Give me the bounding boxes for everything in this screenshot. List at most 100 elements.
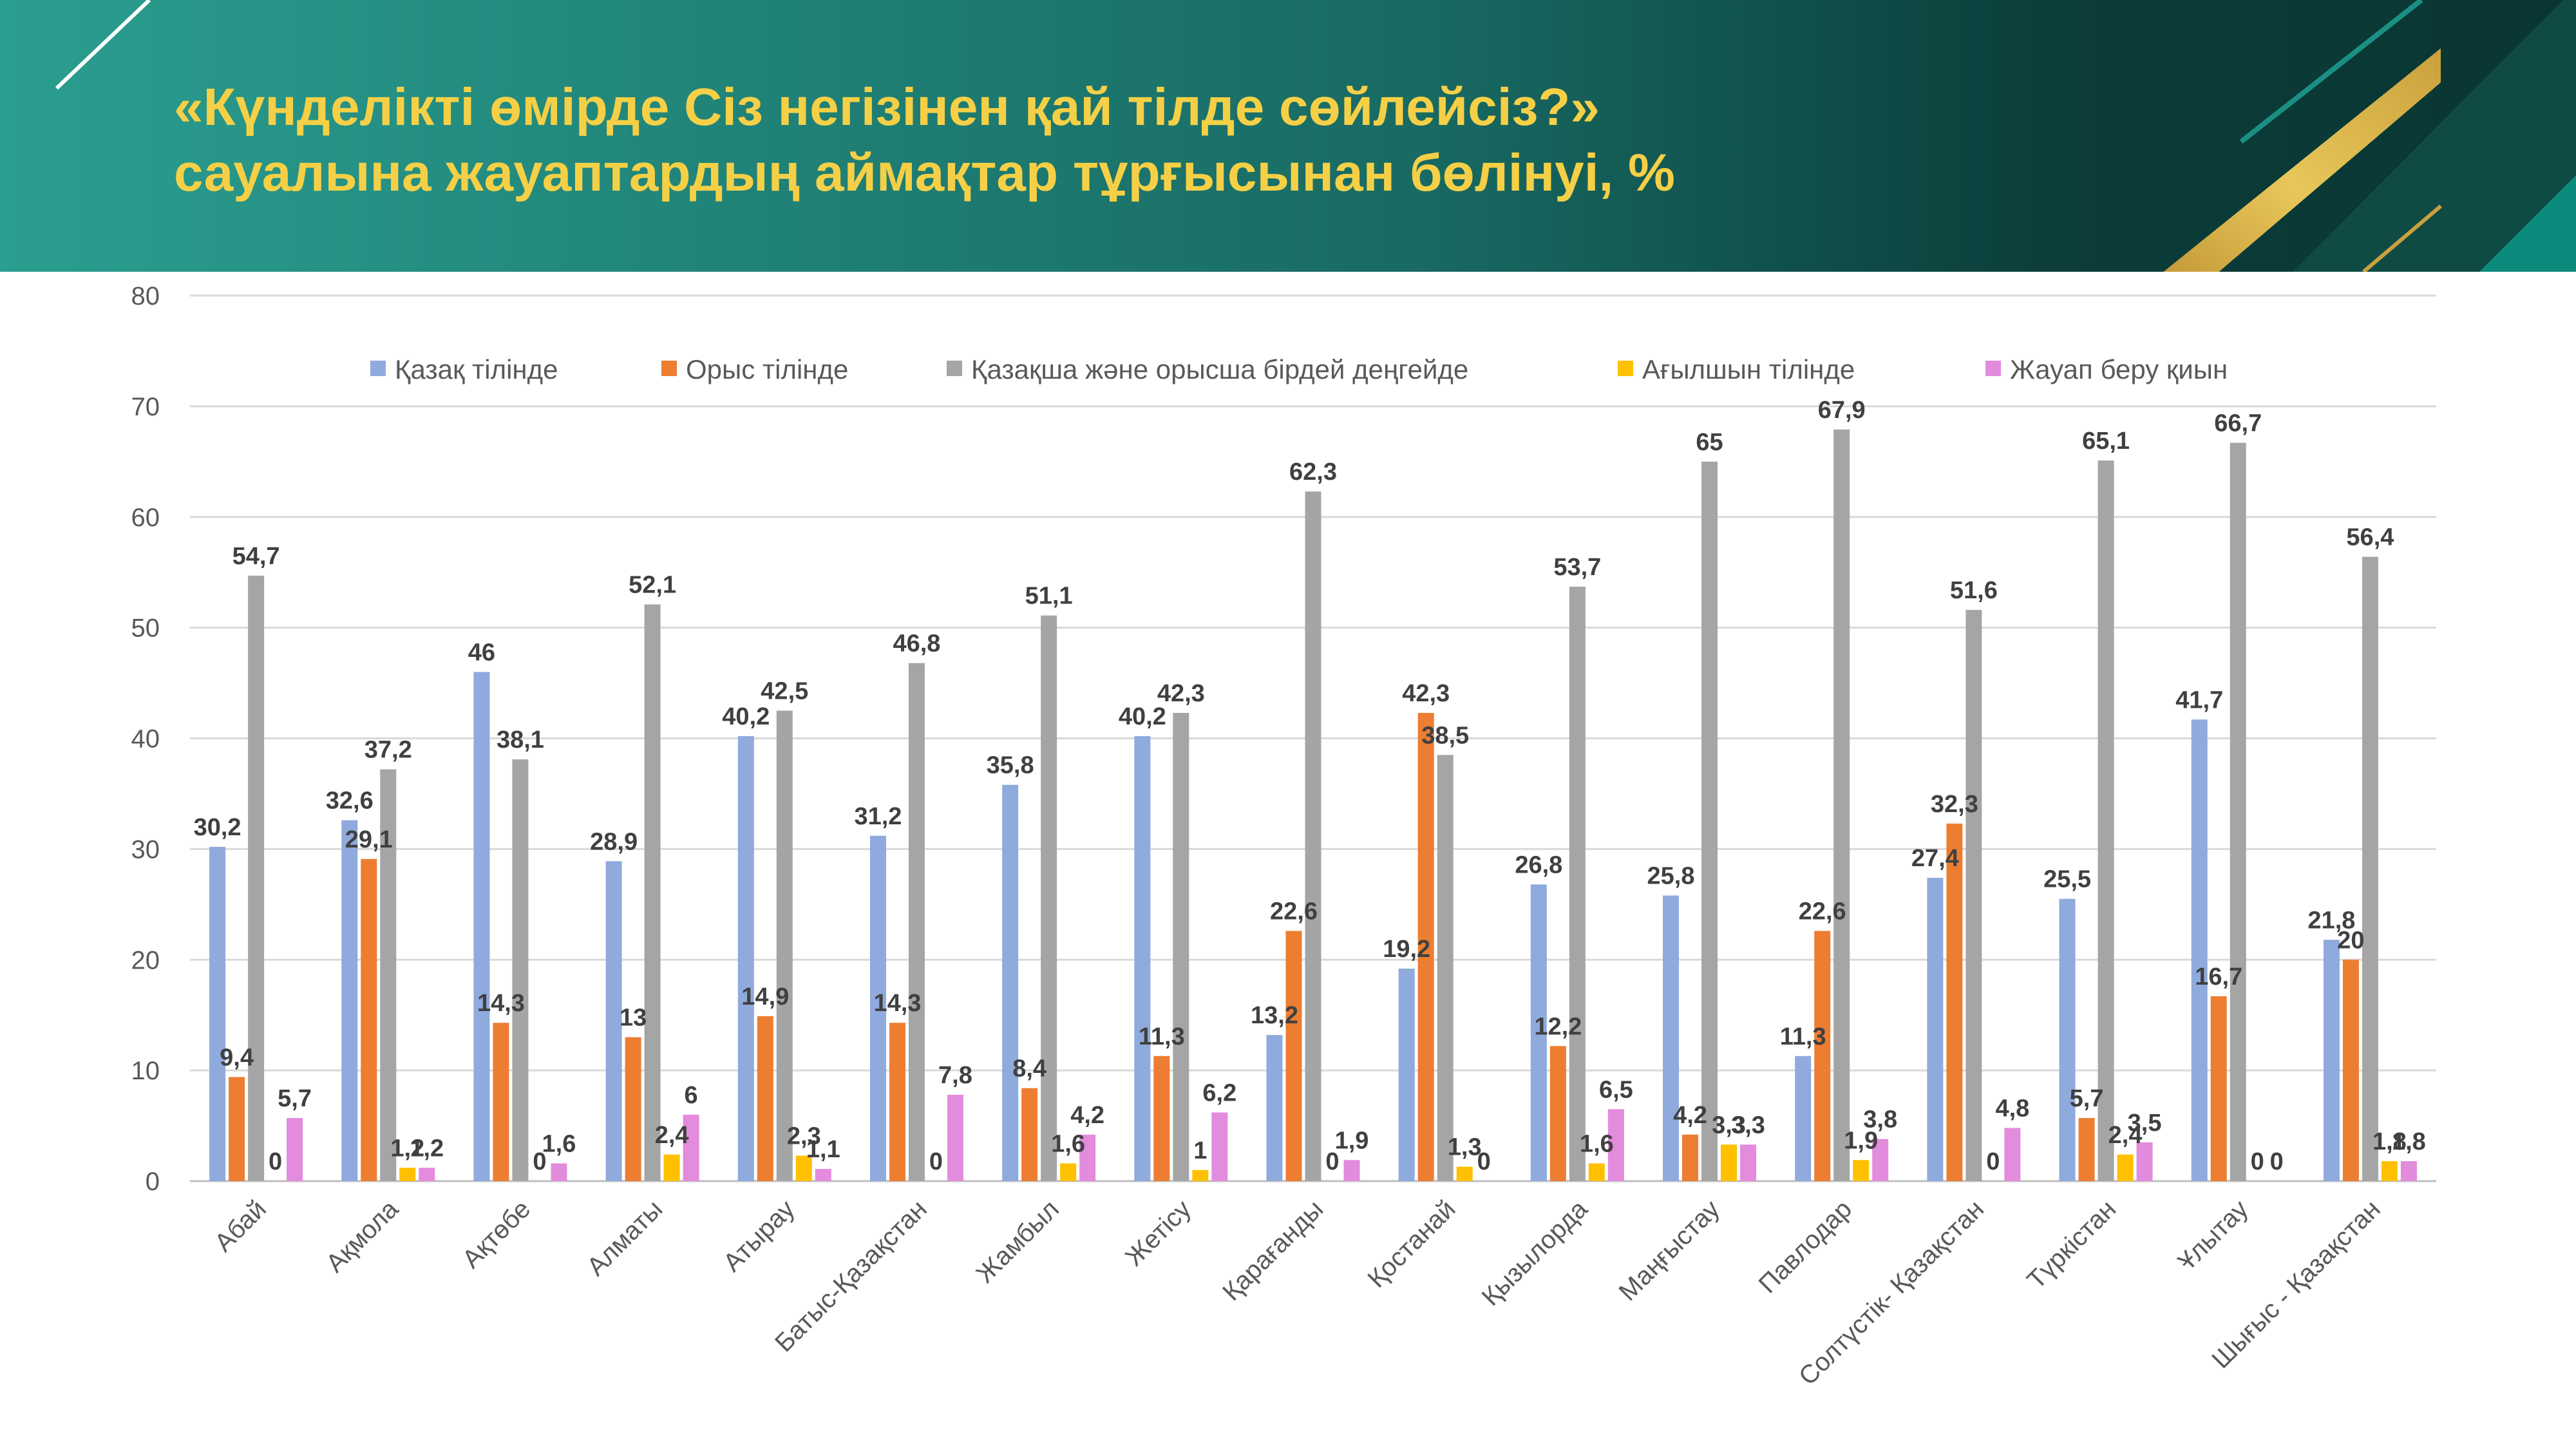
bar bbox=[1549, 1046, 1566, 1181]
data-label: 46,8 bbox=[893, 630, 940, 658]
bar bbox=[1305, 491, 1321, 1181]
data-label: 3,3 bbox=[1712, 1112, 1746, 1139]
data-label: 19,2 bbox=[1383, 936, 1430, 963]
data-label: 1 bbox=[1193, 1137, 1207, 1164]
bar bbox=[1060, 1163, 1077, 1181]
data-label: 7,8 bbox=[938, 1062, 972, 1089]
bar bbox=[1833, 429, 1850, 1181]
data-label: 22,6 bbox=[1270, 898, 1318, 925]
bar bbox=[644, 604, 661, 1181]
bar bbox=[795, 1155, 812, 1181]
bar bbox=[2230, 442, 2246, 1181]
data-label: 2,4 bbox=[2108, 1122, 2143, 1149]
slide-header: «Күнделікті өмірде Сіз негізінен қай тіл… bbox=[0, 0, 2576, 272]
data-label: 1,8 bbox=[2372, 1128, 2407, 1155]
data-label: 66,7 bbox=[2214, 410, 2262, 437]
bar bbox=[908, 663, 925, 1181]
x-tick-label: Түркістан bbox=[2022, 1195, 2121, 1294]
gold-line bbox=[2362, 204, 2442, 272]
data-label: 0 bbox=[929, 1148, 943, 1175]
bar bbox=[889, 1023, 905, 1181]
chart-bars bbox=[209, 429, 2417, 1181]
bar bbox=[512, 759, 529, 1181]
bar bbox=[551, 1163, 567, 1181]
bar bbox=[287, 1118, 303, 1181]
bar bbox=[1021, 1088, 1038, 1181]
x-tick-label: Ақмола bbox=[321, 1195, 404, 1278]
bar bbox=[399, 1168, 416, 1181]
chart-legend: Қазақ тілінде Орыс тілінде Қазақша және ор… bbox=[370, 354, 2228, 384]
data-label: 1,9 bbox=[1844, 1127, 1878, 1154]
teal-line bbox=[2239, 0, 2423, 144]
data-label: 4,8 bbox=[1995, 1095, 2029, 1122]
bar bbox=[2342, 960, 2359, 1181]
x-tick-label: Жамбыл bbox=[971, 1195, 1065, 1288]
data-label: 1,3 bbox=[1448, 1134, 1482, 1161]
bar bbox=[1927, 878, 1944, 1181]
y-tick-label: 50 bbox=[131, 614, 160, 643]
bar bbox=[248, 575, 265, 1181]
data-label: 62,3 bbox=[1289, 459, 1337, 486]
data-label: 29,1 bbox=[345, 826, 393, 853]
x-tick-label: Ақтөбе bbox=[457, 1195, 536, 1274]
data-label: 41,7 bbox=[2175, 687, 2223, 714]
y-tick-label: 70 bbox=[131, 393, 160, 421]
bar bbox=[757, 1016, 773, 1181]
data-label: 25,8 bbox=[1647, 863, 1695, 890]
data-label: 0 bbox=[1477, 1148, 1491, 1175]
data-label: 1,2 bbox=[390, 1135, 424, 1162]
bar bbox=[1398, 969, 1415, 1181]
bar bbox=[2210, 996, 2227, 1181]
data-label: 42,5 bbox=[761, 678, 808, 705]
bar bbox=[815, 1169, 831, 1181]
data-label: 14,3 bbox=[477, 990, 525, 1017]
bar bbox=[2078, 1118, 2095, 1181]
bar bbox=[1079, 1134, 1096, 1181]
legend-swatch bbox=[1618, 361, 1633, 376]
white-accent-line bbox=[55, 0, 151, 90]
data-label: 0 bbox=[1986, 1148, 2000, 1175]
data-label: 42,3 bbox=[1157, 680, 1205, 707]
bar bbox=[1134, 736, 1151, 1181]
data-label: 20 bbox=[2337, 927, 2364, 954]
bar bbox=[209, 846, 226, 1181]
data-label: 13 bbox=[620, 1005, 647, 1032]
data-label: 5,7 bbox=[2070, 1085, 2104, 1112]
bar bbox=[1437, 755, 1454, 1181]
legend-label: Қазақ тілінде bbox=[395, 354, 558, 384]
data-label: 8,4 bbox=[1012, 1056, 1046, 1083]
bar bbox=[625, 1037, 641, 1181]
data-label: 12,2 bbox=[1534, 1013, 1582, 1040]
x-tick-label: Павлодар bbox=[1754, 1195, 1857, 1298]
data-label: 52,1 bbox=[629, 572, 676, 599]
data-label: 1,1 bbox=[806, 1136, 840, 1163]
bar bbox=[1946, 823, 1963, 1181]
data-label: 0 bbox=[2251, 1148, 2264, 1175]
y-tick-label: 80 bbox=[131, 282, 160, 310]
bar bbox=[1417, 712, 1434, 1181]
data-label: 65 bbox=[1696, 429, 1723, 456]
bar bbox=[2323, 940, 2340, 1181]
data-label: 35,8 bbox=[987, 752, 1034, 779]
data-label: 16,7 bbox=[2195, 963, 2242, 990]
y-axis: 0 10 20 30 40 50 60 70 80 bbox=[131, 282, 160, 1196]
bar bbox=[341, 820, 358, 1181]
legend-swatch bbox=[661, 361, 677, 376]
data-label: 6,5 bbox=[1599, 1076, 1633, 1103]
bar bbox=[419, 1168, 435, 1181]
data-label: 40,2 bbox=[1119, 703, 1166, 730]
data-label: 1,9 bbox=[1335, 1127, 1369, 1154]
x-tick-label: Қарағанды bbox=[1217, 1195, 1329, 1306]
x-axis: Абай Ақмола Ақтөбе Алматы АтырауБатыс-Қазақс… bbox=[209, 1195, 2386, 1391]
data-label: 53,7 bbox=[1553, 554, 1601, 581]
data-label: 51,1 bbox=[1025, 583, 1073, 610]
data-label: 5,7 bbox=[278, 1085, 312, 1112]
bar bbox=[473, 672, 490, 1181]
x-tick-label: Маңғыстау bbox=[1614, 1195, 1725, 1306]
data-label: 65,1 bbox=[2082, 428, 2130, 455]
header-background bbox=[0, 0, 2576, 272]
x-tick-label: Ұлытау bbox=[2173, 1195, 2254, 1276]
y-tick-label: 10 bbox=[131, 1057, 160, 1085]
legend-swatch bbox=[370, 361, 386, 376]
y-tick-label: 20 bbox=[131, 946, 160, 974]
